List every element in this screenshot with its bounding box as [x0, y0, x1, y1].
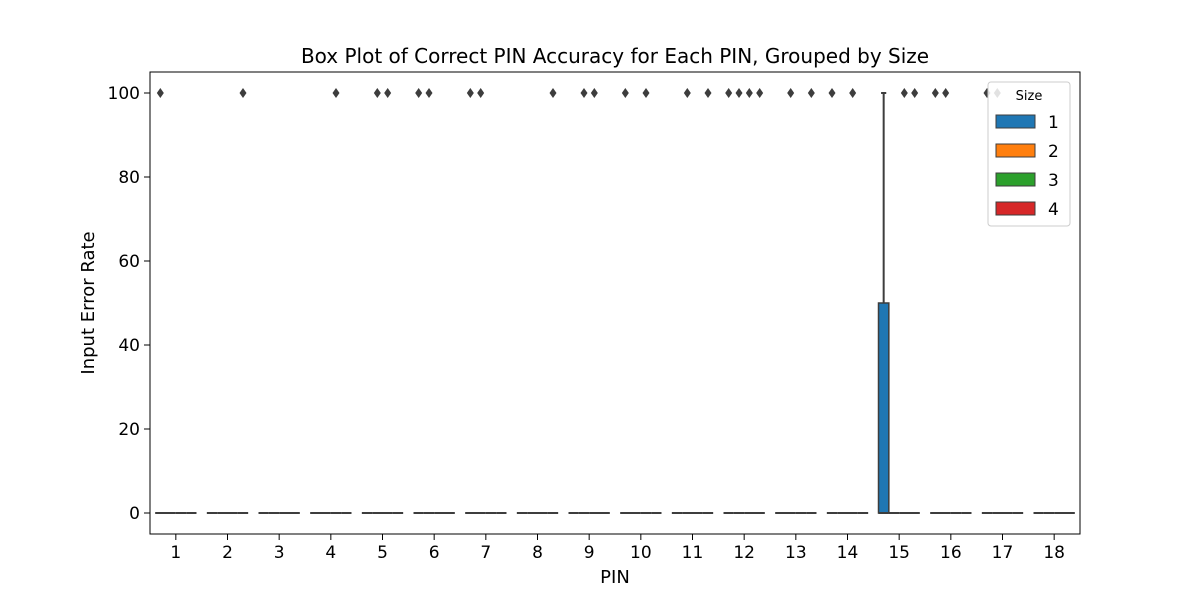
plot-marks: [155, 88, 1075, 514]
outlier-point: [384, 88, 392, 98]
outlier-point: [621, 88, 629, 98]
legend-label: 4: [1048, 200, 1059, 220]
x-tick-label: 14: [837, 543, 859, 563]
x-tick-label: 7: [480, 543, 491, 563]
outlier-point: [704, 88, 712, 98]
outlier-point: [549, 88, 557, 98]
outlier-point: [931, 88, 939, 98]
outlier-point: [756, 88, 764, 98]
x-tick-label: 16: [940, 543, 962, 563]
legend-swatch: [995, 114, 1036, 129]
box-rect: [877, 302, 890, 514]
outlier-point: [725, 88, 733, 98]
outlier-point: [911, 88, 919, 98]
y-axis-label: Input Error Rate: [78, 231, 99, 374]
x-tick-label: 2: [222, 543, 233, 563]
legend-title: Size: [1016, 89, 1043, 104]
outlier-point: [807, 88, 815, 98]
x-tick-label: 17: [992, 543, 1014, 563]
x-tick-label: 1: [170, 543, 181, 563]
y-tick-label: 100: [108, 84, 140, 104]
outlier-point: [156, 88, 164, 98]
outlier-point: [332, 88, 340, 98]
x-tick-label: 15: [888, 543, 910, 563]
legend-label: 3: [1048, 171, 1059, 191]
outlier-point: [373, 88, 381, 98]
outlier-point: [425, 88, 433, 98]
legend: Size 1 2 3 4: [987, 81, 1071, 227]
x-tick-label: 11: [682, 543, 704, 563]
x-tick-label: 4: [325, 543, 336, 563]
outlier-point: [942, 88, 950, 98]
x-tick-label: 6: [429, 543, 440, 563]
outlier-point: [642, 88, 650, 98]
x-tick-label: 5: [377, 543, 388, 563]
y-tick-label: 60: [118, 252, 140, 272]
x-tick-label: 9: [584, 543, 595, 563]
legend-label: 1: [1048, 113, 1059, 133]
outlier-point: [735, 88, 743, 98]
x-axis-label: PIN: [600, 567, 630, 588]
x-tick-label: 10: [630, 543, 652, 563]
y-tick-label: 80: [118, 168, 140, 188]
y-tick-label: 40: [118, 336, 140, 356]
y-axis: 0 20 40 60 80 100: [108, 84, 150, 524]
x-tick-label: 13: [785, 543, 807, 563]
outlier-point: [415, 88, 423, 98]
outlier-point: [590, 88, 598, 98]
legend-swatch: [995, 143, 1036, 158]
outlier-point: [787, 88, 795, 98]
outlier-point: [466, 88, 474, 98]
outlier-point: [239, 88, 247, 98]
outlier-point: [828, 88, 836, 98]
x-tick-label: 8: [532, 543, 543, 563]
outlier-point: [849, 88, 857, 98]
legend-swatch: [995, 172, 1036, 187]
outlier-point: [580, 88, 588, 98]
outlier-point: [477, 88, 485, 98]
x-tick-label: 18: [1043, 543, 1065, 563]
outlier-point: [683, 88, 691, 98]
chart-title: Box Plot of Correct PIN Accuracy for Eac…: [301, 44, 929, 68]
x-axis: 1 2 3 4 5 6 7 8 9 10 11 12 13 14 15 16 17 18: [170, 534, 1065, 563]
outlier-point: [900, 88, 908, 98]
legend-swatch: [995, 201, 1036, 216]
outlier-point: [745, 88, 753, 98]
y-tick-label: 20: [118, 420, 140, 440]
x-tick-label: 12: [733, 543, 755, 563]
x-tick-label: 3: [274, 543, 285, 563]
y-tick-label: 0: [129, 504, 140, 524]
plot-frame: [149, 71, 1081, 535]
legend-label: 2: [1048, 142, 1059, 162]
